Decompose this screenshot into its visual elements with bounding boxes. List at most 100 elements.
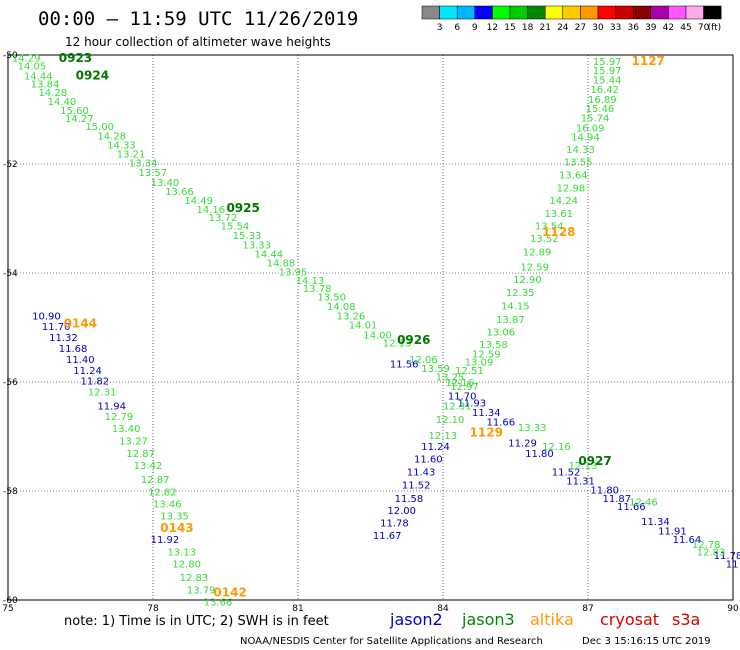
color-scale-unit: (ft) — [708, 23, 722, 33]
data-point-label: 12.83 — [180, 573, 209, 584]
color-scale-label: 12 — [487, 23, 498, 33]
series-group: 14.2914.0514.4413.8414.2814.4015.6014.27… — [12, 54, 474, 389]
data-point-label: 14.49 — [184, 196, 213, 207]
data-point-label: 11.58 — [395, 494, 424, 505]
color-scale-label: 45 — [680, 23, 691, 33]
color-swatch — [509, 5, 528, 20]
data-point-label: 14.28 — [97, 131, 126, 142]
data-point-label: 14.00 — [363, 330, 392, 341]
data-point-label: 14.33 — [566, 145, 595, 156]
data-point-label: 13.33 — [518, 423, 547, 434]
color-scale-label: 27 — [575, 23, 586, 33]
data-point-label: 14.24 — [549, 196, 578, 207]
data-point-label: 15.54 — [221, 221, 250, 232]
data-point-label: 11.78 — [380, 518, 409, 529]
color-scale-label: 3 — [437, 23, 443, 33]
data-point-label: 13.40 — [151, 178, 180, 189]
color-swatch — [580, 5, 599, 20]
data-point-label: 13.55 — [564, 158, 593, 169]
data-point-label: 11.66 — [487, 418, 516, 429]
data-point-label: 13.42 — [134, 461, 163, 472]
color-swatch — [492, 5, 511, 20]
data-point-label: 12.13 — [569, 461, 598, 472]
color-scale-label: 42 — [663, 23, 674, 33]
series-group: 11.5611.7011.9311.3411.6611.2911.8011.52… — [390, 359, 740, 570]
data-point-label: 11.91 — [658, 527, 687, 538]
data-point-label: 12.59 — [472, 349, 501, 360]
y-tick-label: -52 — [3, 160, 18, 170]
data-point-label: 11.60 — [414, 455, 443, 466]
data-point-label: 13.61 — [545, 209, 574, 220]
data-point-label: 12.06 — [409, 355, 438, 366]
data-point-label: 12.00 — [387, 506, 416, 517]
data-point-label: 11 — [726, 559, 739, 570]
data-point-label: 13.33 — [242, 240, 271, 251]
data-point-label: 13.84 — [31, 80, 60, 91]
color-scale-label: 9 — [472, 23, 478, 33]
data-point-label: 15.74 — [581, 113, 610, 124]
data-point-label: 13.72 — [209, 213, 238, 224]
data-point-label: 12.97 — [450, 382, 479, 393]
data-point-label: 11.34 — [472, 408, 501, 419]
data-point-label: 13.87 — [496, 315, 525, 326]
data-point-label: 14.05 — [18, 62, 47, 73]
color-scale-label: 24 — [557, 23, 569, 33]
data-point-label: 14.16 — [197, 205, 226, 216]
data-point-label: 13.78 — [303, 284, 332, 295]
data-point-label: 16.89 — [588, 95, 617, 106]
color-scale-label: 39 — [645, 23, 657, 33]
data-point-label: 11.34 — [641, 517, 670, 528]
data-point-label: 14.94 — [571, 133, 600, 144]
data-point-label: 13.54 — [535, 221, 564, 232]
data-point-label: 11.94 — [97, 401, 126, 412]
data-point-label: 15.97 — [593, 57, 622, 68]
color-scale-label: 6 — [454, 23, 460, 33]
data-point-label: 11.80 — [525, 449, 554, 460]
data-point-label: 11.92 — [151, 535, 180, 546]
plot-frame — [7, 54, 734, 601]
color-swatch — [597, 5, 616, 20]
color-swatch — [527, 5, 546, 20]
data-point-label: 13.95 — [279, 268, 308, 279]
pass-time-label: 0924 — [76, 69, 109, 83]
data-point-label: 15.44 — [593, 75, 622, 86]
data-point-label: 12.13 — [383, 339, 412, 350]
data-point-label: 11.70 — [448, 391, 477, 402]
x-tick-label: 87 — [582, 604, 593, 614]
legend-entry: cryosat — [600, 610, 659, 629]
legend-entry: jason2 — [389, 610, 443, 629]
data-point-label: 13.50 — [317, 292, 346, 303]
data-point-label: 13.26 — [337, 311, 366, 322]
data-point-label: 12.80 — [172, 559, 201, 570]
color-swatch — [615, 5, 634, 20]
y-tick-label: -50 — [3, 51, 18, 61]
data-point-label: 15.33 — [233, 231, 262, 242]
y-tick-label: -58 — [3, 487, 18, 497]
data-point-label: 12.10 — [436, 415, 465, 426]
pass-time-label: 0926 — [397, 333, 430, 347]
data-point-label: 11.24 — [73, 366, 102, 377]
satellite-legend: jason2 jason3 altika cryosat s3a — [389, 610, 700, 629]
data-point-label: 14.33 — [107, 141, 136, 152]
data-point-label: 13.58 — [479, 340, 508, 351]
data-point-label: 12.51 — [455, 366, 484, 377]
x-tick-label: 75 — [2, 604, 13, 614]
data-point-label: 14.27 — [65, 114, 94, 125]
generated-timestamp: Dec 3 15:16:15 UTC 2019 — [582, 636, 711, 647]
color-swatch — [544, 5, 564, 20]
color-scale-label: 33 — [610, 23, 621, 33]
data-point-label: 12.87 — [126, 449, 155, 460]
data-point-label: 11.78 — [714, 551, 740, 562]
data-point-label: 11.40 — [66, 355, 95, 366]
data-point-label: 13.27 — [119, 437, 148, 448]
data-point-label: 11.70 — [42, 322, 71, 333]
data-point-label: 12.89 — [523, 248, 552, 259]
data-point-label: 11.32 — [49, 333, 78, 344]
data-point-label: 14.15 — [501, 302, 530, 313]
data-point-label: 16.42 — [590, 85, 619, 96]
color-scale-label: 36 — [627, 23, 639, 33]
pass-time-label: 0144 — [64, 317, 97, 331]
data-point-label: 15.00 — [85, 122, 114, 133]
data-point-label: 13.13 — [168, 547, 197, 558]
